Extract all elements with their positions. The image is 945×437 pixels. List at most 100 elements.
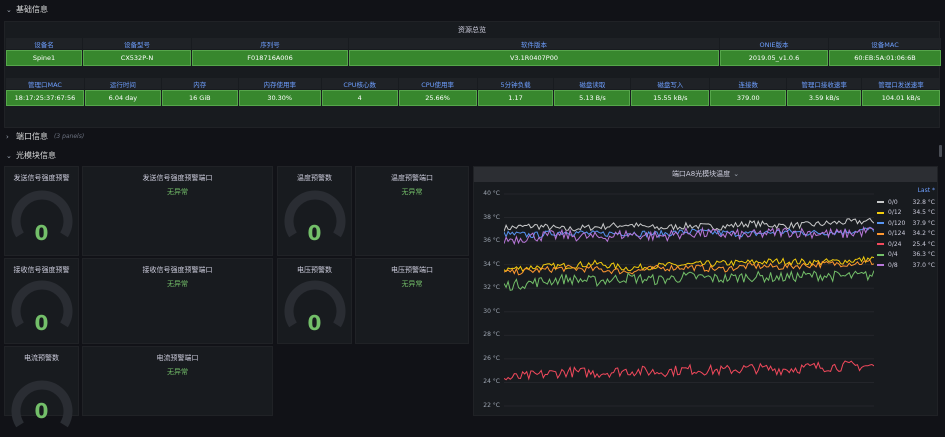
temp-alarm-count-panel: 温度预警数 0 bbox=[277, 166, 352, 256]
legend-last-value: 37.9 °C bbox=[912, 219, 935, 227]
legend-swatch bbox=[877, 243, 884, 246]
table-header-cell: ONIE版本 bbox=[720, 38, 828, 49]
chart-plot bbox=[504, 193, 874, 407]
row-panel-count: (3 panels) bbox=[54, 133, 85, 140]
panel-title: 电压预警数 bbox=[297, 266, 332, 274]
legend-last-value: 34.2 °C bbox=[912, 230, 935, 238]
y-tick-label: 34 °C bbox=[483, 260, 500, 268]
table-header-cell: 设备名 bbox=[6, 38, 82, 49]
table-cell: 16 GiB bbox=[161, 90, 238, 106]
legend-series-name: 0/120 bbox=[888, 219, 906, 227]
row-title-basic: 基础信息 bbox=[16, 5, 48, 14]
y-tick-label: 30 °C bbox=[483, 307, 500, 315]
table-cell: F018716A006 bbox=[192, 50, 348, 66]
legend-item[interactable]: 0/0 32.8 °C bbox=[877, 197, 935, 208]
y-tick-label: 32 °C bbox=[483, 284, 500, 292]
table-header-cell: 管理口接收速率 bbox=[787, 78, 862, 89]
gauge-icon bbox=[11, 380, 72, 428]
tx-alarm-count-panel: 发送信号强度预警 0 bbox=[4, 166, 79, 256]
panel-title: 电压预警端口 bbox=[391, 266, 433, 274]
row-title-optical: 光模块信息 bbox=[16, 151, 56, 160]
table-cell: 30.30% bbox=[238, 90, 321, 106]
y-tick-label: 22 °C bbox=[483, 402, 500, 409]
legend-series-name: 0/4 bbox=[888, 251, 898, 259]
legend-series-name: 0/0 bbox=[888, 198, 898, 206]
stat-value: 0 bbox=[307, 311, 322, 335]
volt-alarm-ports-panel: 电压预警端口 无异常 bbox=[355, 258, 469, 344]
table-header-cell: 运行时间 bbox=[84, 78, 161, 89]
y-tick-label: 26 °C bbox=[483, 354, 500, 362]
current-alarm-ports-panel: 电流预警端口 无异常 bbox=[82, 346, 273, 416]
chart-title: 端口A8光模块温度 bbox=[671, 170, 731, 178]
legend-header[interactable]: Last * bbox=[917, 187, 935, 194]
chart-header[interactable]: 端口A8光模块温度 ⌄ bbox=[474, 167, 937, 182]
legend-swatch bbox=[877, 211, 884, 214]
temperature-chart-panel: 端口A8光模块温度 ⌄ 40 °C 38 °C 36 °C 34 °C 32 °C 30 °… bbox=[473, 166, 938, 416]
table-header-cell: 磁盘写入 bbox=[631, 78, 710, 89]
tx-alarm-ports-panel: 发送信号强度预警端口 无异常 bbox=[82, 166, 273, 256]
overview-table-1: 设备名 设备型号 序列号 软件版本 ONIE版本 设备MAC Spine1 CX532P-N… bbox=[5, 37, 942, 67]
series-line-0-4 bbox=[504, 269, 874, 291]
temp-alarm-ports-panel: 温度预警端口 无异常 bbox=[355, 166, 469, 256]
panel-title: 资源总览 bbox=[458, 26, 486, 34]
panel-title: 接收信号强度预警 bbox=[13, 266, 70, 274]
legend-swatch bbox=[877, 201, 884, 204]
legend-item[interactable]: 0/120 37.9 °C bbox=[877, 218, 935, 229]
chevron-right-icon: › bbox=[6, 132, 9, 141]
legend-item[interactable]: 0/24 25.4 °C bbox=[877, 239, 935, 250]
series-line-0-0 bbox=[504, 217, 874, 232]
legend-item[interactable]: 0/4 36.3 °C bbox=[877, 250, 935, 261]
stat-value: 0 bbox=[34, 399, 49, 423]
row-title-port: 端口信息 bbox=[16, 132, 48, 141]
panel-title: 发送信号强度预警端口 bbox=[142, 174, 213, 182]
legend-swatch bbox=[877, 264, 884, 267]
table-header-cell: 管理口发送速率 bbox=[862, 78, 940, 89]
chevron-down-icon: ⌄ bbox=[6, 5, 12, 14]
chevron-down-icon: ⌄ bbox=[6, 151, 12, 160]
panel-title: 发送信号强度预警 bbox=[13, 174, 70, 182]
row-basic-info[interactable]: ⌄ 基础信息 bbox=[6, 4, 48, 15]
table-cell: CX532P-N bbox=[83, 50, 191, 66]
table-cell: 18:17:25:37:67:56 bbox=[6, 90, 84, 106]
series-line-0-120 bbox=[504, 226, 874, 239]
table-header-cell: 内存使用率 bbox=[238, 78, 321, 89]
table-cell: 4 bbox=[321, 90, 398, 106]
overview-table-2: 管理口MAC 运行时间 内存 内存使用率 CPU核心数 CPU使用率 5分钟负载 磁盘读取 磁盘… bbox=[5, 77, 941, 107]
table-header-cell: 软件版本 bbox=[349, 38, 719, 49]
series-line-0-124 bbox=[504, 259, 874, 276]
y-tick-label: 40 °C bbox=[483, 190, 500, 197]
panel-title: 接收信号强度预警端口 bbox=[142, 266, 213, 274]
legend-item[interactable]: 0/12 34.5 °C bbox=[877, 208, 935, 219]
table-header-cell: 内存 bbox=[161, 78, 238, 89]
table-cell: 2019.05_v1.0.6 bbox=[720, 50, 828, 66]
table-cell: 5.13 B/s bbox=[554, 90, 631, 106]
scrollbar[interactable] bbox=[939, 145, 942, 157]
status-text: 无异常 bbox=[167, 368, 188, 376]
status-text: 无异常 bbox=[401, 188, 423, 196]
y-tick-label: 28 °C bbox=[483, 331, 500, 339]
gauge-icon bbox=[11, 280, 72, 328]
row-port-info[interactable]: › 端口信息 (3 panels) bbox=[6, 131, 84, 142]
stat-value: 0 bbox=[307, 221, 322, 245]
panel-title: 电流预警数 bbox=[24, 354, 59, 362]
series-line-0-24 bbox=[504, 360, 874, 381]
legend-item[interactable]: 0/8 37.0 °C bbox=[877, 260, 935, 271]
table-cell: 3.59 kB/s bbox=[787, 90, 862, 106]
legend-last-value: 25.4 °C bbox=[912, 240, 935, 248]
table-header-cell: 磁盘读取 bbox=[554, 78, 631, 89]
gauge-icon bbox=[284, 190, 345, 238]
table-cell: 6.04 day bbox=[84, 90, 161, 106]
series-line-0-8 bbox=[504, 225, 874, 246]
row-optical-info[interactable]: ⌄ 光模块信息 bbox=[6, 150, 56, 161]
legend-swatch bbox=[877, 253, 884, 256]
chevron-down-icon: ⌄ bbox=[733, 170, 740, 178]
table-header-cell: 设备型号 bbox=[83, 38, 191, 49]
table-header-cell: 管理口MAC bbox=[6, 78, 84, 89]
legend-item[interactable]: 0/124 34.2 °C bbox=[877, 229, 935, 240]
table-header-cell: CPU核心数 bbox=[321, 78, 398, 89]
status-text: 无异常 bbox=[167, 280, 188, 288]
y-tick-label: 24 °C bbox=[483, 378, 500, 386]
table-cell: 60:EB:5A:01:06:6B bbox=[829, 50, 941, 66]
legend-last-value: 34.5 °C bbox=[912, 209, 935, 217]
table-cell: 104.01 kB/s bbox=[862, 90, 940, 106]
